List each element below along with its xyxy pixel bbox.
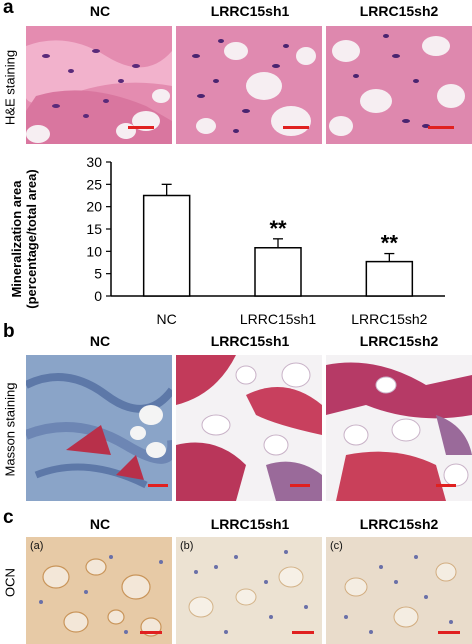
masson-image-lrrc15sh2 [326, 355, 472, 501]
masson-image-lrrc15sh1 [176, 355, 322, 501]
scale-bar [292, 631, 314, 634]
x-tick-label: NC [157, 311, 177, 327]
scale-bar [140, 631, 162, 634]
mineralization-bar-chart: 0 5 10 15 20 25 30 NC LRRC15sh1 ** LRRC15sh2 ** [86, 154, 445, 327]
bar [365, 260, 414, 297]
ocn-sublabel-a: (a) [30, 540, 44, 552]
column-title-lrrc15sh2: LRRC15sh2 [359, 516, 439, 532]
scale-bar [283, 126, 309, 129]
panel-b-letter: b [3, 321, 15, 342]
bar [142, 194, 191, 297]
significance-label: ** [269, 216, 287, 241]
y-tick-label: 30 [86, 154, 102, 170]
scale-bar [438, 631, 460, 634]
row-label-he-staining: H&E staining [2, 49, 18, 126]
y-tick-label: 5 [94, 266, 102, 282]
ocn-sublabel-c: (c) [330, 540, 343, 552]
column-title-lrrc15sh1: LRRC15sh1 [210, 516, 290, 532]
bar [254, 247, 302, 297]
scale-bar [428, 126, 454, 129]
column-title-nc: NC [89, 516, 111, 532]
y-tick-label: 0 [94, 288, 102, 304]
scale-bar [290, 484, 310, 487]
y-tick-label: 20 [86, 199, 102, 215]
x-tick-label: LRRC15sh2 [351, 311, 427, 327]
significance-label: ** [381, 231, 399, 256]
he-image-lrrc15sh1 [176, 26, 322, 144]
ocn-image-nc [26, 537, 172, 644]
ocn-image-lrrc15sh1 [176, 537, 322, 644]
ocn-image-lrrc15sh2 [326, 537, 472, 644]
masson-image-nc [26, 355, 172, 501]
ocn-sublabel-b: (b) [180, 540, 194, 552]
column-title-lrrc15sh2: LRRC15sh2 [359, 3, 439, 19]
column-title-lrrc15sh2: LRRC15sh2 [359, 333, 439, 349]
he-image-nc [26, 26, 172, 144]
y-tick-label: 15 [86, 221, 102, 237]
row-label-masson-staining: Masson staining [2, 382, 18, 477]
column-title-nc: NC [89, 3, 111, 19]
column-title-lrrc15sh1: LRRC15sh1 [210, 3, 290, 19]
panel-c-letter: c [3, 507, 14, 528]
column-title-nc: NC [89, 333, 111, 349]
scale-bar [148, 484, 168, 487]
y-tick-label: 25 [86, 176, 102, 192]
row-label-ocn: OCN [2, 568, 18, 597]
he-image-lrrc15sh2 [326, 26, 472, 144]
scale-bar [128, 126, 154, 129]
panel-a-letter: a [3, 0, 14, 18]
column-title-lrrc15sh1: LRRC15sh1 [210, 333, 290, 349]
y-tick-label: 10 [86, 243, 102, 259]
x-tick-label: LRRC15sh1 [240, 311, 316, 327]
scale-bar [436, 484, 456, 487]
